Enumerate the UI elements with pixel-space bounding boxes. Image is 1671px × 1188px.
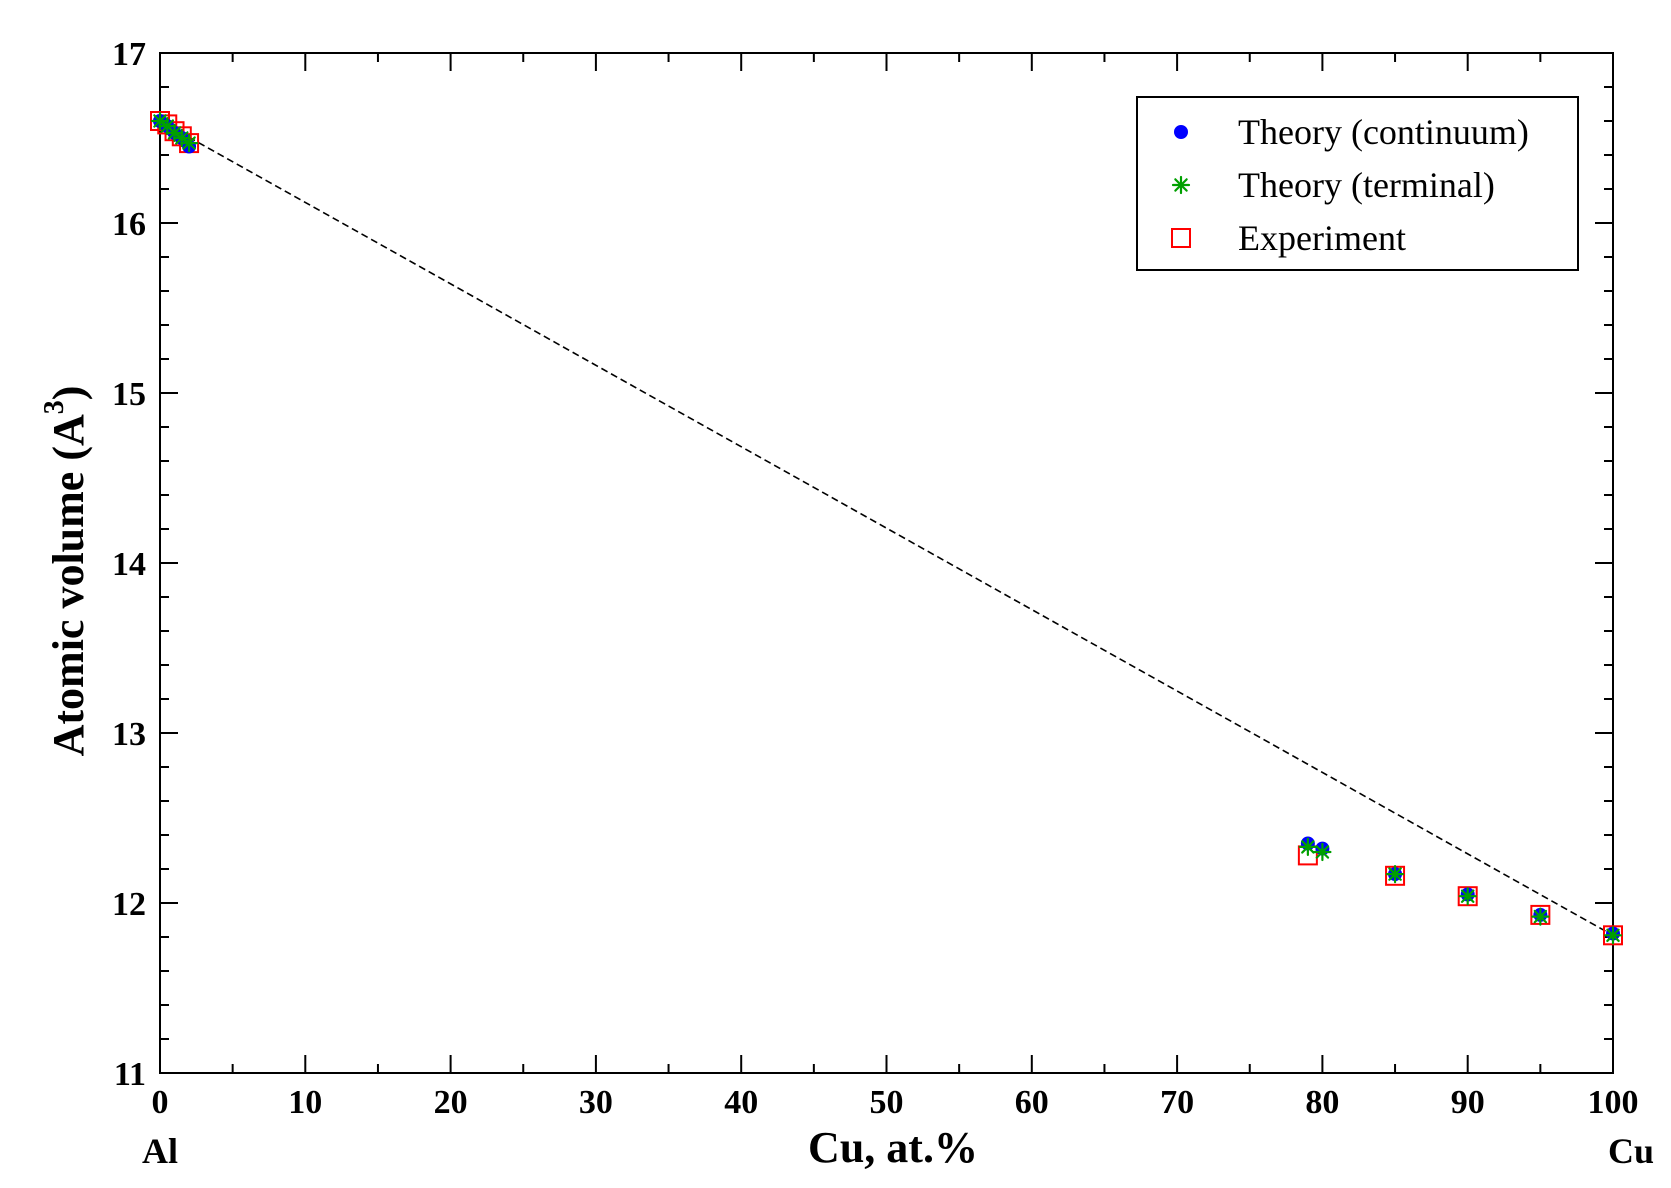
x-tick-labels: 0 10 20 30 40 50 60 70 80 90 100 bbox=[152, 1084, 1639, 1121]
data-point bbox=[150, 111, 170, 131]
data-point bbox=[1385, 864, 1405, 884]
x-tick-label: 40 bbox=[724, 1084, 758, 1121]
x-tick-label: 100 bbox=[1588, 1084, 1639, 1121]
x-tick-label: 80 bbox=[1305, 1084, 1339, 1121]
reference-dashed-line bbox=[159, 120, 1614, 936]
legend-marker bbox=[1174, 125, 1188, 139]
legend-label: Theory (terminal) bbox=[1238, 165, 1495, 205]
y-axis-title-superscript: 3 bbox=[39, 400, 70, 414]
legend-label: Theory (continuum) bbox=[1238, 112, 1529, 152]
y-tick-label: 11 bbox=[114, 1056, 146, 1093]
series-asterisk bbox=[150, 111, 1623, 945]
data-point bbox=[1313, 842, 1332, 862]
legend-box bbox=[1136, 96, 1579, 271]
data-point bbox=[1531, 907, 1550, 926]
x-tick-label: 20 bbox=[434, 1084, 468, 1121]
x-tick-label: 60 bbox=[1015, 1084, 1049, 1121]
x-tick-label: 70 bbox=[1160, 1084, 1194, 1121]
x-tick-label: 50 bbox=[870, 1084, 904, 1121]
y-axis-title: Atomic volume (A3) bbox=[39, 386, 93, 757]
data-point bbox=[179, 134, 199, 153]
legend-entries: Theory (continuum) Theory (terminal) Exper… bbox=[1171, 112, 1529, 258]
y-tick-label: 17 bbox=[112, 36, 146, 73]
x-end-label-right: Cu bbox=[1608, 1131, 1654, 1171]
y-tick-label: 12 bbox=[112, 886, 146, 923]
x-tick-label: 30 bbox=[579, 1084, 613, 1121]
data-point bbox=[1298, 837, 1317, 857]
legend-marker bbox=[1171, 228, 1191, 248]
data-point bbox=[1603, 926, 1623, 945]
x-end-label-left: Al bbox=[142, 1131, 178, 1171]
y-axis-title-close: ) bbox=[44, 386, 93, 401]
y-tick-labels: 11 12 13 14 15 16 17 bbox=[112, 36, 146, 1093]
legend: Theory (continuum) Theory (terminal) Exper… bbox=[1136, 96, 1579, 271]
y-tick-label: 14 bbox=[112, 546, 146, 583]
y-tick-label: 13 bbox=[112, 716, 146, 753]
legend-label: Experiment bbox=[1238, 218, 1406, 258]
series-layer bbox=[150, 111, 1623, 946]
y-axis-title-main: Atomic volume (A bbox=[44, 414, 93, 756]
y-tick-label: 15 bbox=[112, 376, 146, 413]
reference-line-layer bbox=[159, 120, 1614, 936]
x-tick-label: 0 bbox=[152, 1084, 169, 1121]
x-tick-label: 90 bbox=[1451, 1084, 1485, 1121]
legend-marker bbox=[1171, 175, 1191, 195]
x-axis-title: Cu, at.% bbox=[808, 1123, 978, 1172]
x-tick-label: 10 bbox=[288, 1084, 322, 1121]
data-point bbox=[1458, 887, 1477, 906]
y-tick-label: 16 bbox=[112, 206, 146, 243]
axis-ticks bbox=[159, 52, 1614, 1074]
